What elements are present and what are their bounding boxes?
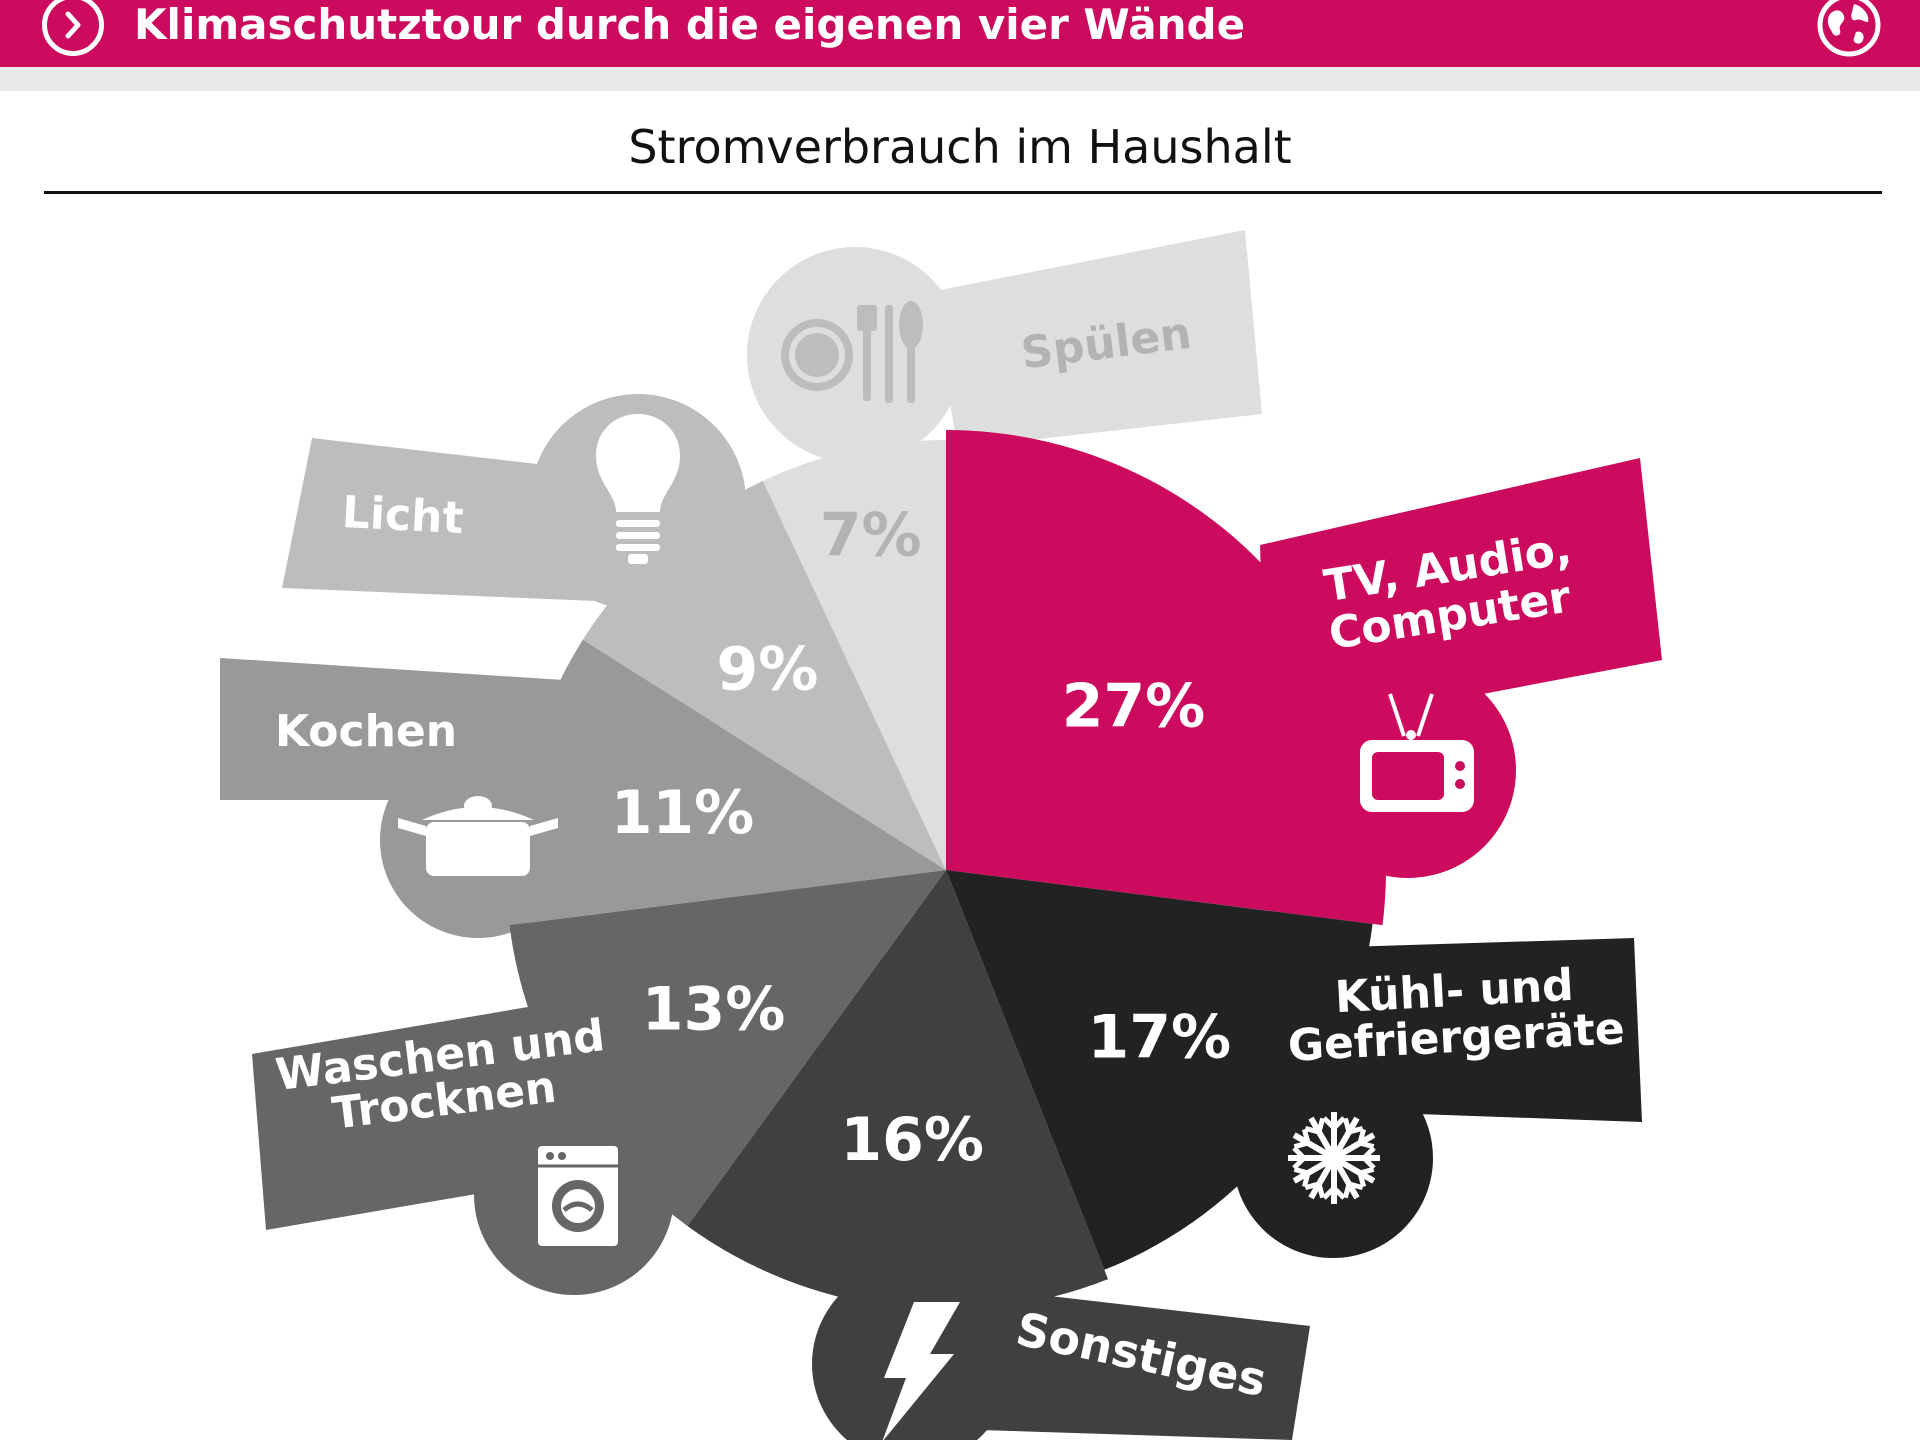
pie-slice-kochen bbox=[516, 639, 946, 924]
snowflake-icon bbox=[1288, 1112, 1380, 1204]
pie-slice-kuehl-und-gefriergeraete bbox=[946, 870, 1373, 1270]
icon-bubble bbox=[747, 247, 963, 463]
slice-percent-label: 7% bbox=[820, 500, 922, 570]
slice-category-label: Kochen bbox=[275, 706, 457, 757]
header-title: Klimaschutztour durch die eigenen vier W… bbox=[134, 0, 1246, 49]
chevron-right-icon bbox=[65, 11, 81, 39]
header-shadow-band bbox=[0, 67, 1920, 91]
slice-percent-label: 13% bbox=[642, 974, 786, 1044]
header-bar: Klimaschutztour durch die eigenen vier W… bbox=[0, 0, 1920, 67]
light-bulb-icon bbox=[596, 414, 680, 564]
slice-percent-label: 27% bbox=[1062, 672, 1206, 742]
slice-decor-spuelen bbox=[747, 230, 1262, 463]
slice-category-label: Kühl- und bbox=[1334, 960, 1575, 1023]
label-banner bbox=[1260, 458, 1662, 735]
pie-slice-waschen-und-trocknen bbox=[509, 870, 946, 1226]
slice-percent-label: 17% bbox=[1087, 1003, 1231, 1073]
washing-machine-icon bbox=[538, 1146, 618, 1246]
nav-button[interactable] bbox=[42, 0, 104, 56]
slice-percent-label: 11% bbox=[611, 778, 755, 848]
slice-percent-label: 9% bbox=[716, 635, 818, 705]
plate-cutlery-icon bbox=[781, 301, 923, 403]
cooking-pot-icon bbox=[398, 796, 558, 876]
title-divider bbox=[44, 191, 1882, 194]
pie-slice-tv-audio-computer bbox=[946, 430, 1386, 926]
slice-percent-label: 16% bbox=[840, 1105, 984, 1175]
pie-slice-spuelen bbox=[762, 440, 946, 870]
pie-slice-licht bbox=[582, 480, 946, 870]
label-banner bbox=[930, 230, 1262, 448]
tv-icon bbox=[1360, 693, 1474, 812]
chart-title: Stromverbrauch im Haushalt bbox=[628, 120, 1292, 174]
lightning-icon bbox=[882, 1302, 960, 1440]
pie-slice-sonstiges bbox=[687, 870, 1108, 1311]
globe-icon bbox=[1817, 0, 1881, 57]
label-banner bbox=[980, 1288, 1310, 1440]
slice-category-label: Licht bbox=[341, 487, 465, 544]
